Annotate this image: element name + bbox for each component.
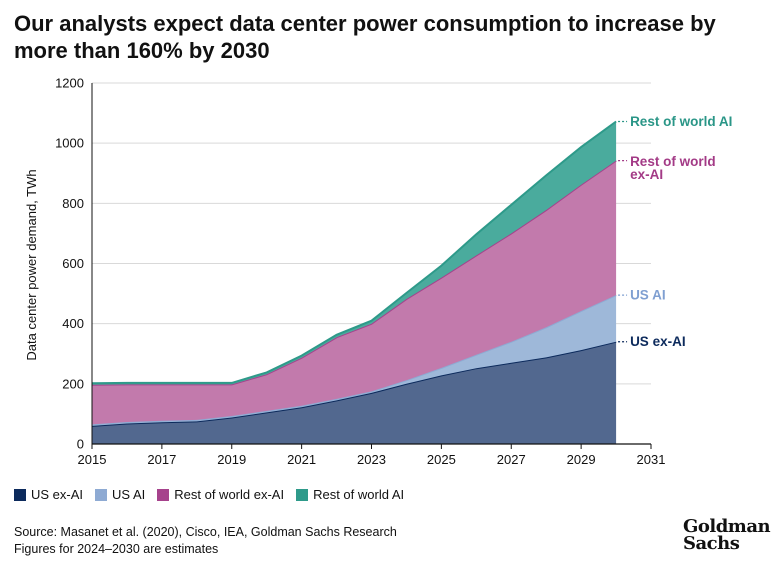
chart-title: Our analysts expect data center power co… — [14, 11, 716, 63]
x-tick-label: 2015 — [78, 452, 107, 467]
y-tick-label: 1000 — [55, 136, 84, 151]
x-tick-label: 2031 — [637, 452, 666, 467]
area-rest-of-world-ex-ai — [92, 160, 617, 425]
stacked-areas — [91, 120, 617, 444]
legend-label: US ex-AI — [31, 487, 84, 502]
x-tick-label: 2027 — [497, 452, 526, 467]
legend-label: US AI — [112, 487, 146, 502]
y-axis-label: Data center power demand, TWh — [24, 169, 39, 360]
axes: 0 200 400 600 800 1000 1200 2015 2017 2019 2021 202… — [55, 76, 665, 468]
legend-swatch — [296, 488, 309, 501]
y-tick-label: 600 — [62, 256, 84, 271]
legend-label: Rest of world AI — [313, 487, 405, 502]
legend: US ex-AI US AI Rest of world ex-AI Rest of … — [14, 487, 404, 502]
area-us-ai — [92, 295, 617, 426]
x-tick-label: 2025 — [427, 452, 456, 467]
logo-line-1: Goldman — [683, 516, 771, 537]
legend-item: US ex-AI — [14, 487, 83, 502]
legend-swatch — [14, 488, 26, 501]
x-tick-label: 2023 — [357, 452, 386, 467]
x-tick-label: 2017 — [147, 452, 176, 467]
source-line: Source: Masanet et al. (2020), Cisco, IE… — [14, 525, 397, 539]
x-tick-label: 2029 — [567, 452, 596, 467]
estimates-note: Figures for 2024–2030 are estimates — [14, 542, 219, 556]
legend-item: Rest of world ex-AI — [157, 487, 284, 502]
legend-item: US AI — [95, 487, 145, 502]
y-tick-label: 1200 — [55, 76, 84, 91]
legend-item: Rest of world AI — [296, 487, 404, 502]
y-tick-label: 200 — [62, 376, 84, 391]
end-label: ex-AI — [630, 167, 663, 182]
legend-label: Rest of world ex-AI — [174, 487, 285, 502]
source-note: Source: Masanet et al. (2020), Cisco, IE… — [14, 524, 397, 558]
y-tick-label: 400 — [62, 316, 84, 331]
end-label: US ex-AI — [630, 334, 686, 349]
x-tick-label: 2019 — [217, 452, 246, 467]
legend-swatch — [157, 488, 170, 501]
line-rest-of-world-ai — [91, 120, 617, 385]
y-tick-label: 0 — [77, 437, 84, 452]
end-label: Rest of world — [630, 154, 716, 169]
legend-swatch — [95, 488, 108, 501]
x-tick-label: 2021 — [287, 452, 316, 467]
logo-line-2: Sachs — [683, 533, 740, 554]
end-label: Rest of world AI — [630, 114, 732, 129]
end-label: US AI — [630, 288, 666, 303]
goldman-sachs-logo: Goldman Sachs — [683, 516, 771, 554]
y-tick-label: 800 — [62, 196, 84, 211]
